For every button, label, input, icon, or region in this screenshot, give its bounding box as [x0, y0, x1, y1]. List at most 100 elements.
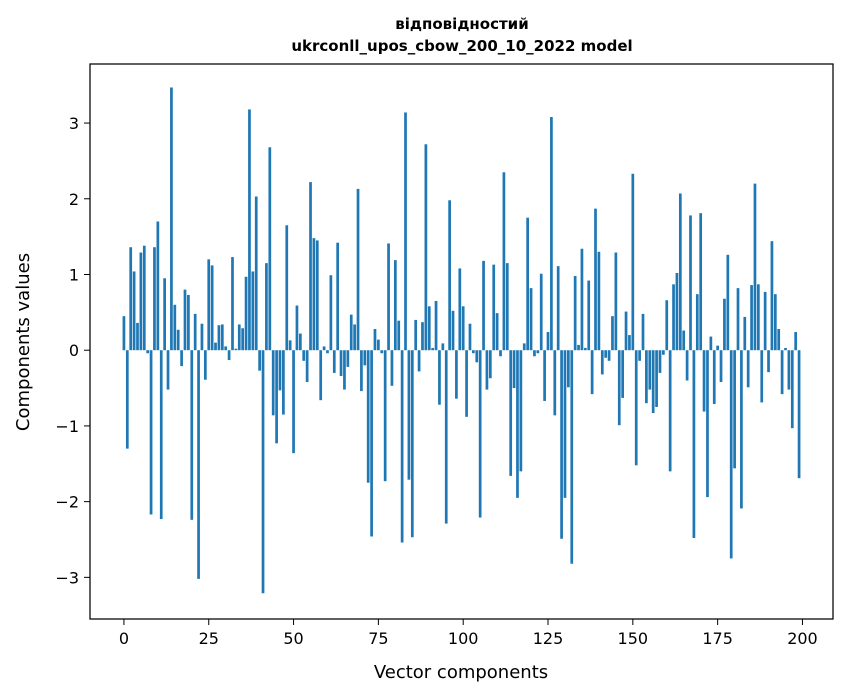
bar-195 — [784, 347, 787, 351]
bar-43 — [268, 147, 272, 351]
bar-153 — [641, 313, 645, 351]
bar-126 — [550, 117, 553, 351]
bar-64 — [339, 350, 343, 376]
bar-79 — [390, 350, 394, 386]
bar-176 — [719, 350, 723, 383]
bar-33 — [234, 348, 238, 351]
bar-112 — [502, 172, 506, 351]
bar-114 — [509, 350, 513, 476]
bar-28 — [217, 325, 221, 351]
y-tick-label: 0 — [69, 341, 79, 360]
bar-113 — [505, 263, 509, 351]
y-tick-label: −3 — [55, 568, 79, 587]
y-tick-label: −1 — [55, 417, 79, 436]
bar-104 — [475, 350, 479, 363]
bar-12 — [163, 278, 166, 351]
bar-181 — [736, 288, 740, 351]
bar-147 — [621, 350, 625, 398]
bar-103 — [472, 350, 475, 354]
bar-157 — [655, 350, 658, 407]
bar-139 — [594, 208, 597, 351]
bar-172 — [706, 350, 709, 498]
bar-120 — [529, 288, 533, 351]
bar-193 — [777, 329, 781, 351]
bar-72 — [366, 350, 370, 483]
bar-165 — [682, 330, 686, 351]
bar-36 — [244, 276, 248, 351]
bar-130 — [563, 350, 567, 498]
bar-65 — [343, 350, 346, 390]
y-axis-label: Components values — [13, 253, 34, 431]
bar-178 — [726, 254, 730, 351]
x-tick-label: 125 — [533, 629, 564, 648]
bar-180 — [733, 350, 736, 469]
bar-76 — [380, 350, 384, 354]
bar-50 — [292, 350, 295, 454]
bar-160 — [665, 300, 669, 351]
bar-14 — [170, 87, 173, 351]
bar-136 — [583, 347, 587, 351]
bar-101 — [465, 350, 468, 417]
bar-188 — [760, 350, 764, 403]
y-tick-label: 3 — [69, 114, 79, 133]
bar-25 — [207, 259, 211, 351]
bar-75 — [377, 339, 380, 351]
bar-121 — [533, 350, 536, 357]
bar-37 — [248, 109, 251, 351]
bar-97 — [451, 310, 455, 351]
bar-137 — [587, 280, 591, 351]
bar-196 — [787, 350, 791, 390]
bar-2 — [129, 247, 133, 351]
bar-152 — [638, 350, 641, 361]
bar-83 — [404, 112, 407, 351]
bar-138 — [590, 350, 594, 395]
bar-197 — [790, 350, 794, 429]
bar-48 — [285, 225, 289, 351]
bar-88 — [421, 322, 424, 351]
bar-17 — [180, 350, 183, 367]
bar-161 — [668, 350, 672, 472]
bar-40 — [258, 350, 261, 371]
bar-182 — [740, 350, 743, 509]
bar-142 — [604, 350, 608, 358]
bar-159 — [662, 350, 665, 355]
bar-190 — [767, 350, 770, 373]
bar-174 — [712, 350, 716, 404]
bar-19 — [187, 294, 190, 351]
bar-41 — [261, 350, 265, 594]
bar-60 — [326, 350, 329, 354]
bar-167 — [689, 215, 692, 351]
y-tick-label: 1 — [69, 265, 79, 284]
bar-54 — [305, 350, 309, 383]
bar-26 — [210, 265, 214, 351]
x-tick-label: 50 — [283, 629, 303, 648]
bar-123 — [539, 273, 543, 351]
bar-74 — [373, 329, 377, 351]
x-tick-label: 0 — [119, 629, 129, 648]
bar-173 — [709, 336, 713, 351]
bar-15 — [173, 304, 177, 351]
bar-194 — [780, 350, 784, 395]
bar-82 — [400, 350, 404, 543]
bar-45 — [275, 350, 278, 444]
bar-8 — [149, 350, 153, 515]
bar-198 — [794, 332, 798, 351]
bar-38 — [251, 271, 255, 351]
bar-16 — [176, 329, 180, 351]
bar-49 — [288, 340, 292, 351]
bar-102 — [468, 323, 472, 351]
bar-163 — [675, 272, 679, 351]
bar-53 — [302, 350, 306, 361]
bar-187 — [757, 284, 760, 351]
bar-125 — [546, 332, 550, 351]
bar-70 — [360, 350, 363, 392]
bar-47 — [282, 350, 285, 415]
bar-154 — [645, 350, 648, 404]
y-tick-label: −2 — [55, 493, 79, 512]
bar-169 — [695, 294, 699, 351]
chart-title-line-1: відповідностий — [395, 15, 528, 33]
bar-168 — [692, 350, 696, 538]
bar-146 — [617, 350, 621, 426]
bar-22 — [197, 350, 200, 579]
